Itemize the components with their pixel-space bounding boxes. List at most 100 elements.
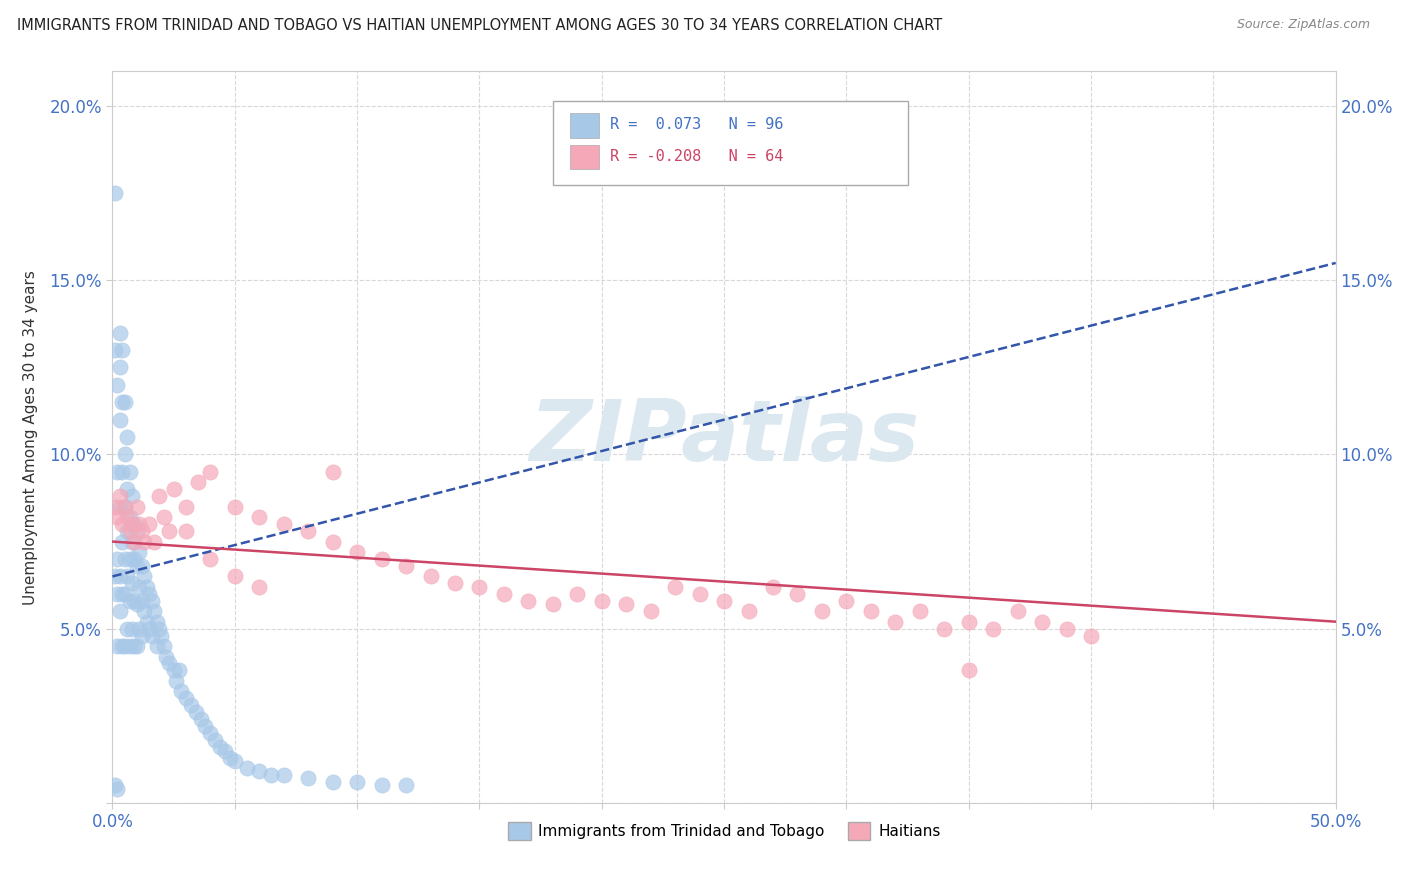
Point <box>322 465 344 479</box>
Point <box>115 569 138 583</box>
Point <box>297 524 319 538</box>
Point <box>346 545 368 559</box>
Point <box>346 775 368 789</box>
Point <box>121 534 143 549</box>
Point <box>957 615 980 629</box>
Point <box>184 705 207 719</box>
Point <box>884 615 907 629</box>
Point <box>125 639 148 653</box>
Point <box>135 580 157 594</box>
Point <box>104 186 127 201</box>
Point <box>124 552 146 566</box>
Point <box>111 343 134 357</box>
Point <box>150 629 173 643</box>
Point <box>118 594 141 608</box>
Point <box>143 534 166 549</box>
Point <box>224 754 246 768</box>
Legend: Immigrants from Trinidad and Tobago, Haitians: Immigrants from Trinidad and Tobago, Hai… <box>502 815 946 847</box>
Point <box>157 657 180 671</box>
Point <box>219 750 242 764</box>
Point <box>108 569 131 583</box>
Point <box>148 622 170 636</box>
Text: R = -0.208   N = 64: R = -0.208 N = 64 <box>610 150 783 164</box>
Point <box>541 597 564 611</box>
Point <box>370 552 392 566</box>
Point <box>111 465 134 479</box>
Point <box>859 604 882 618</box>
Point <box>115 510 138 524</box>
Point <box>115 622 138 636</box>
Point <box>105 377 128 392</box>
Point <box>134 534 156 549</box>
Point <box>131 558 153 573</box>
Point <box>115 483 138 497</box>
Point <box>395 778 418 792</box>
Point <box>138 517 160 532</box>
FancyBboxPatch shape <box>569 145 599 169</box>
Point <box>105 510 128 524</box>
Point <box>131 524 153 538</box>
Point <box>167 664 190 678</box>
Point <box>121 622 143 636</box>
Point <box>148 489 170 503</box>
Point <box>134 569 156 583</box>
Text: Source: ZipAtlas.com: Source: ZipAtlas.com <box>1237 18 1371 31</box>
Point <box>124 594 146 608</box>
Point <box>204 733 226 747</box>
Point <box>517 594 540 608</box>
Point <box>125 558 148 573</box>
Point <box>1056 622 1078 636</box>
Point <box>174 691 197 706</box>
Point <box>153 639 176 653</box>
Point <box>125 524 148 538</box>
Point <box>111 639 134 653</box>
Point <box>155 649 177 664</box>
Point <box>108 412 131 426</box>
Point <box>114 500 136 514</box>
Point <box>105 781 128 796</box>
Point <box>141 594 163 608</box>
Point <box>128 517 150 532</box>
Point <box>247 580 270 594</box>
Text: IMMIGRANTS FROM TRINIDAD AND TOBAGO VS HAITIAN UNEMPLOYMENT AMONG AGES 30 TO 34 : IMMIGRANTS FROM TRINIDAD AND TOBAGO VS H… <box>17 18 942 33</box>
Point <box>908 604 931 618</box>
Point <box>165 673 187 688</box>
Point <box>567 587 589 601</box>
Point <box>224 569 246 583</box>
Point <box>157 524 180 538</box>
Point <box>180 698 202 713</box>
Point <box>322 534 344 549</box>
Point <box>1007 604 1029 618</box>
Point <box>124 534 146 549</box>
Point <box>143 604 166 618</box>
Point <box>297 772 319 786</box>
Point <box>614 597 637 611</box>
Point <box>118 465 141 479</box>
Point <box>273 517 295 532</box>
Point <box>468 580 491 594</box>
Point <box>135 615 157 629</box>
Point <box>835 594 858 608</box>
Point <box>214 743 236 757</box>
Point <box>108 360 131 375</box>
Point <box>121 576 143 591</box>
Point <box>163 483 186 497</box>
Point <box>236 761 259 775</box>
Point <box>200 552 222 566</box>
Point <box>322 775 344 789</box>
Point <box>105 639 128 653</box>
Point <box>370 778 392 792</box>
Point <box>200 726 222 740</box>
Point <box>1031 615 1053 629</box>
Point <box>395 558 418 573</box>
Point <box>138 587 160 601</box>
Point <box>247 764 270 779</box>
Point <box>591 594 613 608</box>
Point <box>981 622 1004 636</box>
Point <box>114 448 136 462</box>
Point <box>640 604 662 618</box>
Point <box>170 684 193 698</box>
Point <box>141 629 163 643</box>
Point <box>104 569 127 583</box>
Point <box>209 740 232 755</box>
